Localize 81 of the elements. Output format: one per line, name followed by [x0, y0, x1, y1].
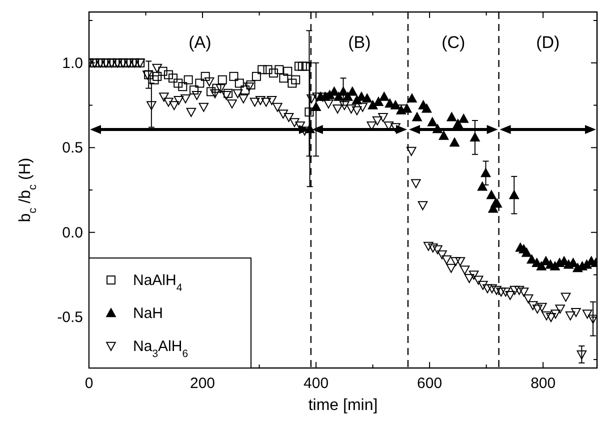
point	[190, 85, 199, 94]
annotation: (C)	[442, 33, 466, 52]
point	[368, 100, 378, 110]
point	[96, 58, 105, 68]
y-tick-label: 0.0	[62, 224, 83, 242]
point	[102, 58, 111, 68]
point	[144, 70, 154, 80]
point	[379, 92, 390, 101]
point	[224, 88, 233, 98]
point	[112, 58, 122, 68]
point	[453, 118, 463, 128]
point	[522, 248, 532, 257]
point	[136, 58, 145, 68]
point	[470, 132, 480, 142]
point	[362, 94, 372, 103]
point	[347, 86, 358, 96]
point	[427, 117, 438, 126]
point	[301, 62, 310, 71]
point	[195, 78, 204, 88]
x-tick-label: 400	[304, 375, 329, 392]
point	[283, 66, 292, 76]
legend-label: NaH	[133, 305, 164, 322]
point	[374, 96, 384, 106]
y-tick-label: 0.5	[62, 140, 83, 157]
point	[458, 114, 469, 123]
point	[480, 168, 491, 178]
point	[229, 72, 238, 81]
point	[450, 138, 460, 147]
point	[294, 62, 304, 71]
point	[118, 58, 128, 68]
point	[274, 65, 284, 74]
point	[124, 58, 134, 68]
point	[164, 70, 173, 80]
point	[412, 112, 422, 122]
annotation: (D)	[536, 33, 560, 52]
point	[291, 75, 300, 84]
point	[174, 78, 183, 88]
point	[407, 94, 417, 103]
point	[298, 62, 307, 71]
point	[158, 66, 168, 76]
point	[311, 102, 321, 112]
x-tick-label: 200	[190, 375, 216, 392]
point	[446, 112, 457, 122]
point	[258, 65, 267, 74]
point	[234, 78, 244, 88]
point	[486, 190, 496, 200]
point	[152, 72, 162, 81]
point	[212, 84, 222, 93]
annotation: (B)	[348, 33, 371, 52]
x-tick-label: 600	[417, 375, 442, 392]
point	[304, 108, 314, 117]
point	[200, 72, 210, 81]
point	[422, 104, 432, 113]
point	[246, 80, 256, 90]
annotation: (A)	[188, 33, 212, 52]
point	[206, 87, 216, 96]
point	[263, 65, 272, 74]
legend-label: Na$_{3}$AlH$_{6}$	[133, 338, 188, 360]
point	[509, 190, 520, 200]
legend-label: NaAlH$_{4}$	[133, 272, 182, 294]
y-tick-label: -0.5	[57, 309, 83, 326]
point	[240, 85, 250, 94]
point	[107, 58, 116, 68]
point	[288, 78, 297, 88]
point	[268, 68, 278, 78]
point	[432, 124, 442, 134]
x-axis-title: time [min]	[308, 397, 378, 414]
x-tick-label: 800	[530, 375, 556, 392]
point	[390, 100, 400, 110]
point	[184, 75, 193, 84]
point	[338, 86, 348, 96]
point	[130, 58, 139, 68]
y-tick-label: 1.0	[62, 54, 83, 72]
point	[438, 130, 449, 140]
point	[218, 75, 227, 84]
point	[252, 72, 261, 81]
point	[168, 74, 178, 83]
x-tick-label: 0	[84, 375, 94, 392]
point	[279, 74, 288, 83]
point	[178, 82, 188, 92]
point	[90, 58, 100, 68]
